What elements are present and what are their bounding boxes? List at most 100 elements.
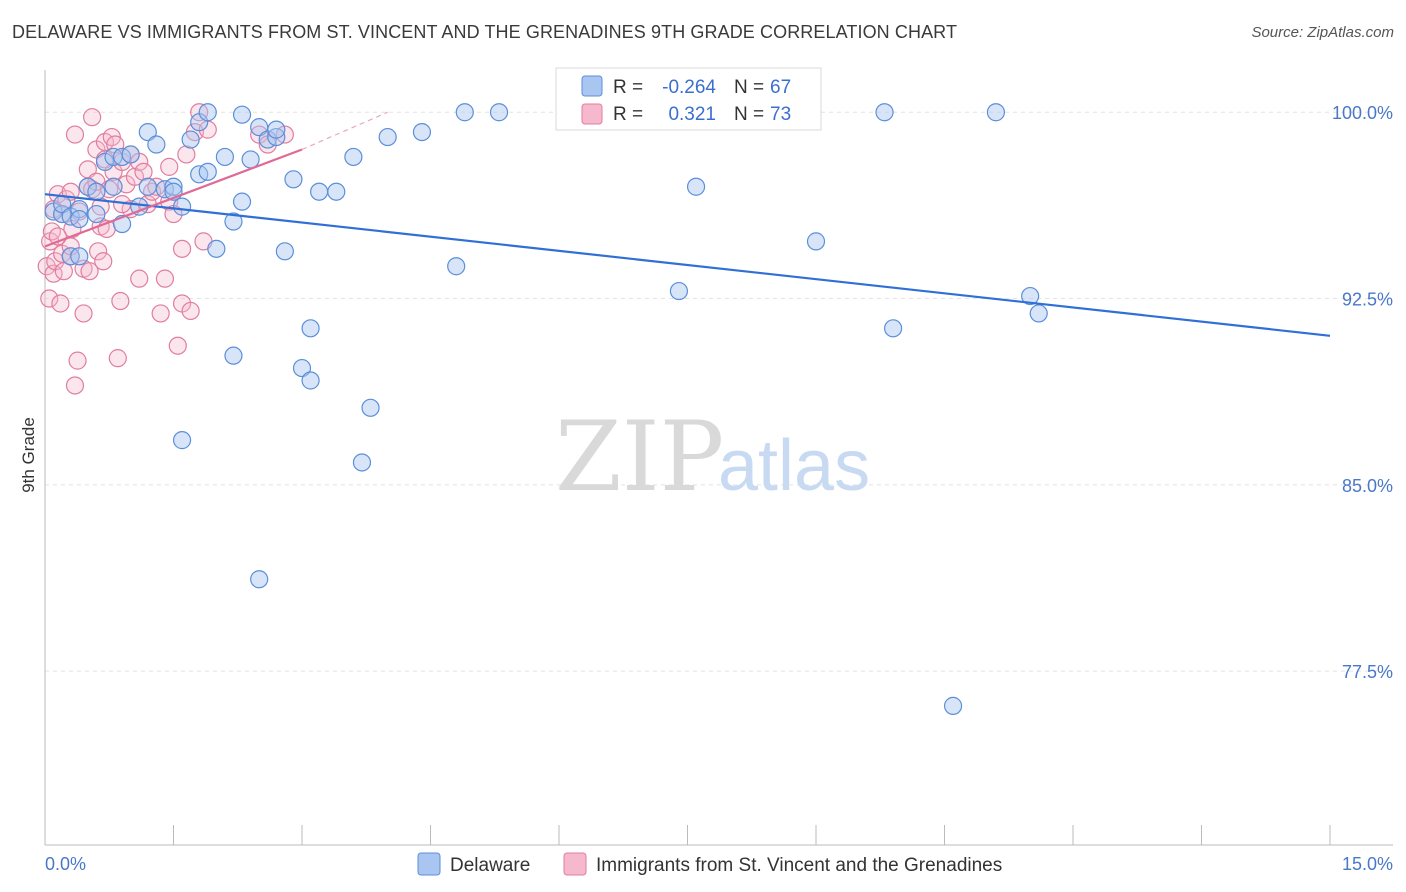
legend-r-label: R = — [613, 104, 643, 125]
trend-lines — [44, 111, 1331, 337]
chart-title: DELAWARE VS IMMIGRANTS FROM ST. VINCENT … — [12, 22, 958, 42]
legend-r-value: 0.321 — [668, 104, 716, 125]
data-point-delaware — [352, 453, 372, 472]
data-point-delaware — [138, 122, 157, 142]
data-point-delaware — [455, 103, 474, 122]
data-point-delaware — [489, 103, 509, 122]
data-point-delaware — [301, 319, 320, 338]
legend-swatch-immigrants — [581, 103, 603, 125]
data-point-immigrants — [111, 291, 130, 311]
data-point-delaware — [164, 177, 183, 196]
chart-source: Source: ZipAtlas.com — [1251, 24, 1394, 41]
data-point-immigrants — [130, 269, 149, 288]
data-point-immigrants — [151, 304, 170, 323]
data-point-delaware — [70, 209, 89, 229]
y-tick-label: 85.0% — [1342, 476, 1393, 496]
data-point-delaware — [215, 147, 234, 167]
series-delaware-points — [44, 103, 1048, 715]
data-point-delaware — [344, 147, 363, 167]
data-point-immigrants — [42, 222, 61, 241]
data-point-delaware — [1021, 286, 1040, 306]
watermark: ZIP atlas — [555, 401, 870, 513]
data-point-delaware — [943, 696, 963, 715]
bottom-legend-label-immigrants: Immigrants from St. Vincent and the Gren… — [596, 855, 1002, 876]
data-point-delaware — [292, 358, 312, 378]
data-point-delaware — [232, 105, 252, 124]
data-point-delaware — [87, 204, 106, 224]
data-point-immigrants — [89, 242, 108, 261]
watermark-zip: ZIP — [555, 401, 724, 513]
data-point-immigrants — [54, 262, 73, 281]
data-point-delaware — [172, 197, 192, 216]
data-point-delaware — [78, 177, 97, 196]
data-point-delaware — [87, 182, 106, 201]
axes — [44, 70, 1393, 846]
data-point-immigrants — [65, 376, 85, 395]
legend-swatch-delaware — [581, 75, 603, 97]
data-point-delaware — [301, 371, 320, 390]
legend-n-label: N = — [734, 77, 764, 98]
legend-n-value: 73 — [770, 104, 791, 125]
watermark-atlas: atlas — [718, 426, 870, 506]
data-point-immigrants — [51, 294, 70, 313]
data-point-delaware — [198, 103, 217, 122]
legend-n-value: 67 — [770, 77, 791, 98]
trend-line-immigrants-extension — [301, 111, 388, 151]
data-point-immigrants — [80, 262, 99, 281]
data-point-delaware — [70, 200, 89, 219]
data-point-delaware — [104, 177, 123, 196]
data-point-delaware — [207, 239, 226, 258]
data-point-delaware — [241, 150, 260, 169]
data-point-immigrants — [83, 108, 102, 127]
y-tick-labels: 100.0% 92.5% 85.0% 77.5% — [1332, 103, 1393, 682]
y-tick-label: 92.5% — [1342, 290, 1393, 310]
x-tick-label: 15.0% — [1342, 854, 1393, 874]
bottom-legend-swatch-immigrants — [563, 852, 587, 876]
data-point-delaware — [986, 103, 1006, 122]
data-point-delaware — [284, 170, 303, 189]
data-point-immigrants — [155, 269, 175, 288]
x-tick-label: 0.0% — [45, 854, 86, 874]
data-point-delaware — [198, 162, 217, 181]
data-point-delaware — [95, 152, 115, 172]
data-point-delaware — [669, 281, 689, 301]
x-tick-labels: 0.0% 15.0% — [45, 854, 1393, 874]
data-point-delaware — [250, 570, 269, 589]
data-point-immigrants — [181, 301, 200, 321]
data-point-immigrants — [68, 351, 87, 370]
data-point-immigrants — [172, 239, 192, 258]
data-point-delaware — [361, 398, 380, 417]
data-point-delaware — [138, 177, 157, 196]
data-point-immigrants — [94, 252, 113, 271]
data-point-delaware — [686, 177, 706, 196]
data-point-delaware — [267, 120, 286, 139]
data-point-immigrants — [40, 289, 59, 308]
y-axis-label: 9th Grade — [19, 417, 38, 493]
data-point-delaware — [275, 242, 294, 261]
data-point-delaware — [232, 192, 252, 211]
data-point-immigrants — [134, 162, 153, 181]
data-point-delaware — [70, 247, 89, 266]
data-point-delaware — [806, 232, 826, 251]
legend-r-value: -0.264 — [662, 77, 716, 98]
data-point-immigrants — [74, 304, 93, 323]
trend-line-delaware — [44, 193, 1331, 337]
data-point-delaware — [121, 145, 140, 164]
data-point-delaware — [447, 257, 466, 276]
legend-r-label: R = — [613, 77, 643, 98]
data-point-immigrants — [177, 145, 196, 164]
data-point-immigrants — [37, 257, 56, 276]
data-point-immigrants — [108, 349, 127, 368]
data-point-immigrants — [168, 336, 187, 355]
data-point-delaware — [412, 122, 432, 142]
legend-n-label: N = — [734, 104, 764, 125]
data-point-delaware — [147, 135, 166, 154]
correlation-legend: R = -0.264 N = 67 R = 0.321 N = 73 — [555, 67, 822, 131]
y-tick-label: 77.5% — [1342, 662, 1393, 682]
trend-line-immigrants — [44, 148, 303, 248]
data-point-immigrants — [160, 157, 179, 176]
data-point-delaware — [883, 319, 903, 338]
data-point-delaware — [1029, 304, 1048, 323]
data-point-delaware — [172, 431, 192, 450]
